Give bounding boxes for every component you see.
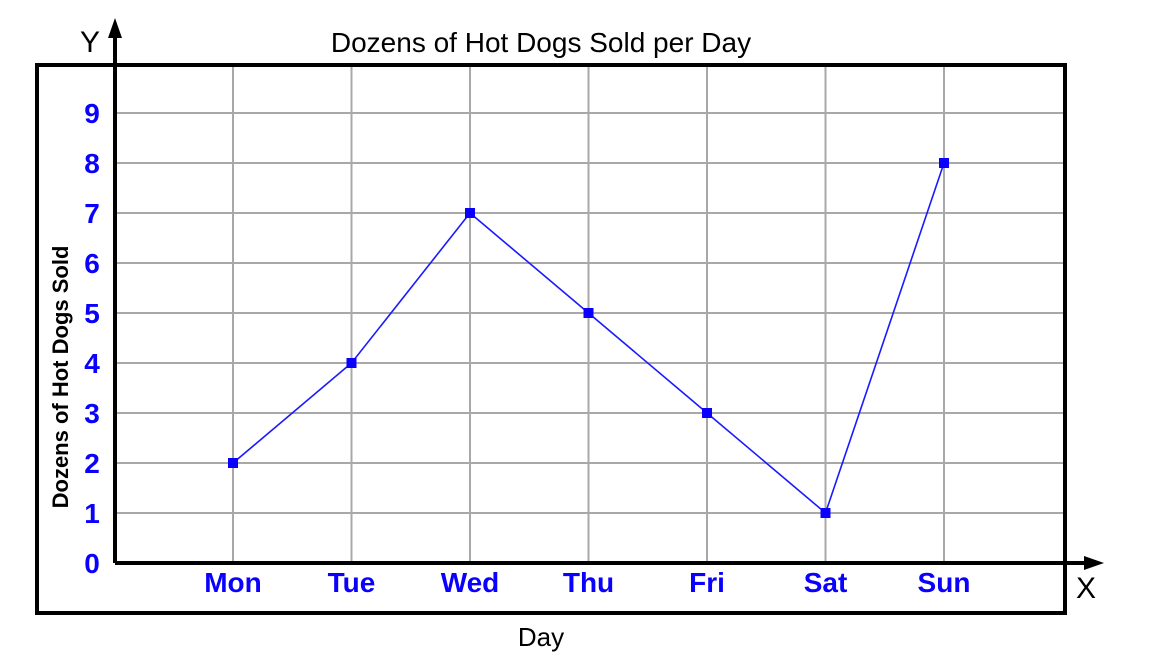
chart-title: Dozens of Hot Dogs Sold per Day — [331, 27, 751, 58]
y-tick-label: 1 — [84, 498, 100, 529]
x-tick-label: Thu — [563, 567, 614, 598]
y-axis-arrow-icon — [108, 18, 122, 38]
x-tick-label: Tue — [328, 567, 376, 598]
data-point-sun — [939, 158, 949, 168]
y-tick-label: 0 — [84, 548, 100, 579]
x-axis-arrow-icon — [1084, 556, 1104, 570]
y-tick-label: 4 — [84, 348, 100, 379]
x-tick-label: Sun — [918, 567, 971, 598]
y-axis-letter: Y — [80, 26, 100, 59]
x-tick-label: Mon — [204, 567, 262, 598]
y-tick-label: 5 — [84, 298, 100, 329]
series-layer — [228, 158, 949, 518]
x-tick-label: Wed — [441, 567, 500, 598]
x-tick-label: Sat — [804, 567, 848, 598]
x-axis-letter: X — [1076, 572, 1096, 605]
axes — [108, 18, 1104, 570]
data-point-sat — [820, 508, 831, 518]
y-tick-label: 9 — [84, 98, 100, 129]
data-point-tue — [346, 358, 357, 368]
y-axis-label: Dozens of Hot Dogs Sold — [48, 246, 73, 509]
data-point-fri — [702, 408, 712, 418]
data-point-wed — [465, 208, 475, 218]
y-tick-labels: 0 1 2 3 4 5 6 7 8 9 — [84, 98, 100, 579]
y-tick-label: 3 — [84, 398, 100, 429]
data-point-mon — [228, 458, 238, 468]
chart-frame — [35, 63, 1067, 615]
y-tick-label: 6 — [84, 248, 100, 279]
x-tick-label: Fri — [689, 567, 725, 598]
data-point-thu — [583, 308, 594, 318]
y-tick-label: 2 — [84, 448, 100, 479]
y-tick-label: 7 — [84, 198, 100, 229]
y-tick-label: 8 — [84, 148, 100, 179]
x-axis-label: Day — [518, 622, 564, 652]
x-tick-labels: Mon Tue Wed Thu Fri Sat Sun — [204, 567, 970, 598]
